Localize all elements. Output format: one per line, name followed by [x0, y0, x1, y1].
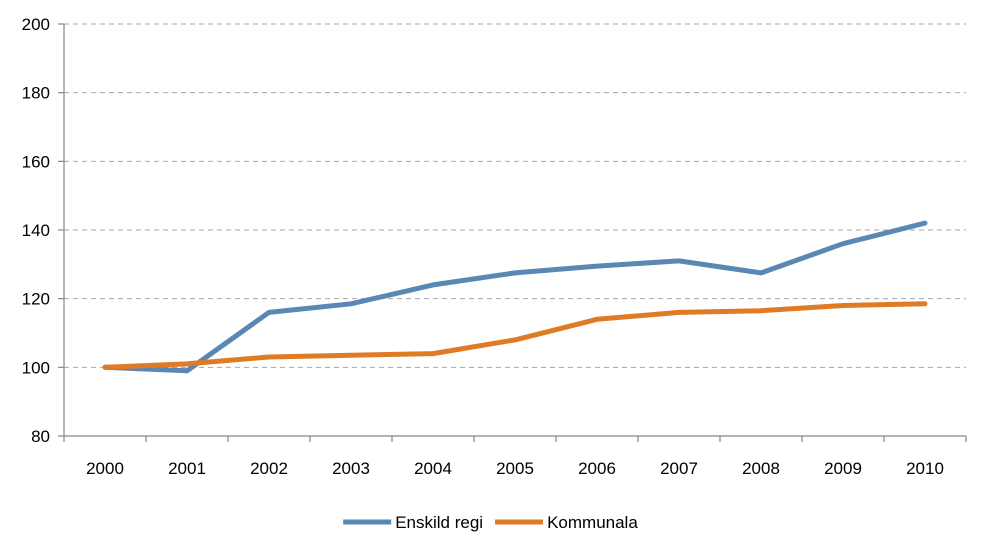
legend-label-2: Kommunala — [547, 513, 638, 532]
y-tick-label: 80 — [31, 427, 50, 446]
y-tick-label: 180 — [22, 84, 50, 103]
x-tick-label: 2008 — [742, 459, 780, 478]
x-tick-label: 2007 — [660, 459, 698, 478]
x-tick-label: 2005 — [496, 459, 534, 478]
x-tick-label: 2010 — [906, 459, 944, 478]
x-tick-label: 2009 — [824, 459, 862, 478]
x-tick-label: 2004 — [414, 459, 452, 478]
x-tick-label: 2001 — [168, 459, 206, 478]
x-tick-label: 2003 — [332, 459, 370, 478]
x-tick-label: 2006 — [578, 459, 616, 478]
y-tick-label: 200 — [22, 15, 50, 34]
legend-label-1: Enskild regi — [395, 513, 483, 532]
x-tick-label: 2002 — [250, 459, 288, 478]
x-tick-labels: 2000 2001 2002 2003 2004 2005 2006 2007 2008 2009… — [63, 436, 967, 478]
series-lines — [102, 220, 928, 374]
series-line-2 — [102, 301, 928, 370]
y-tick-label: 140 — [22, 221, 50, 240]
y-tick-label: 160 — [22, 152, 50, 171]
y-tick-labels: 80 100 120 140 160 180 200 — [22, 15, 64, 446]
gridlines — [64, 23, 966, 368]
legend: Enskild regi Kommunala — [343, 513, 638, 532]
x-tick-label: 2000 — [86, 459, 124, 478]
y-tick-label: 120 — [22, 290, 50, 309]
y-tick-label: 100 — [22, 358, 50, 377]
series-line-1 — [102, 220, 928, 374]
